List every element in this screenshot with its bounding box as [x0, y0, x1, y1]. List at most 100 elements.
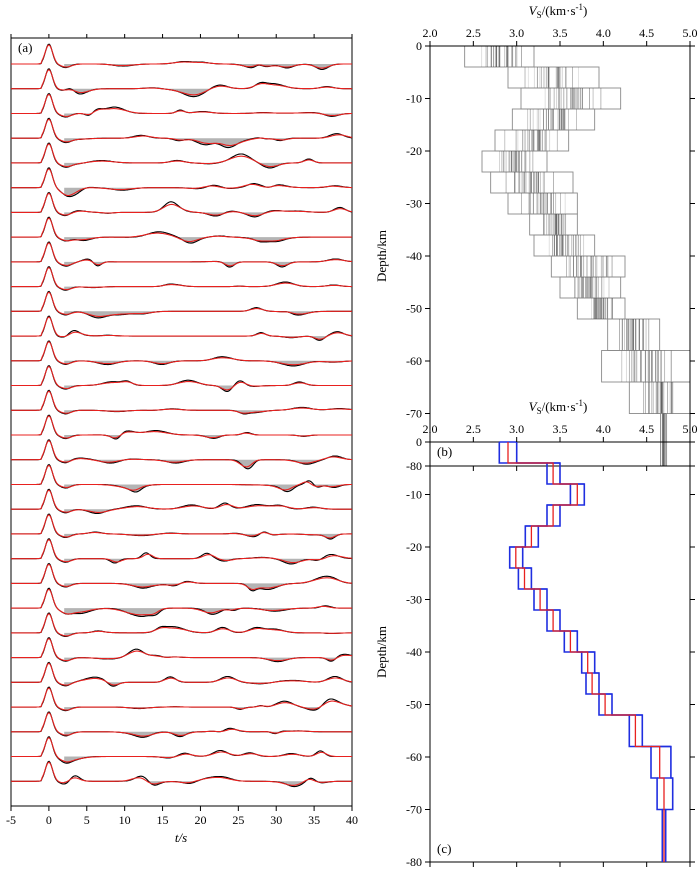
trace-3 [11, 92, 352, 118]
panel-c-ylabel: Depth/km [374, 626, 389, 678]
trace-24 [11, 612, 352, 638]
ytick-label: -30 [406, 197, 422, 211]
ytick-label: -60 [406, 750, 422, 764]
synthetic-trace [11, 638, 353, 662]
panel-a-xtick-label: 30 [270, 813, 282, 827]
xtick-label: 3.0 [509, 26, 524, 40]
ytick-label: -50 [406, 698, 422, 712]
synthetic-trace [11, 341, 353, 366]
observed-trace [11, 266, 352, 291]
synthetic-trace [11, 761, 352, 786]
ytick-label: -10 [406, 92, 422, 106]
ensemble-layer-15 [601, 350, 691, 383]
ensemble-layer-bounds [507, 66, 600, 89]
synthetic-trace [11, 118, 353, 147]
synthetic-trace [11, 415, 352, 439]
xtick-label: 3.5 [553, 26, 568, 40]
trace-22 [11, 562, 353, 592]
ytick-label: -70 [406, 803, 422, 817]
ensemble-layer-12 [559, 276, 622, 299]
ensemble-layer-16 [628, 381, 691, 414]
trace-14 [11, 364, 352, 393]
ensemble-layer-17 [660, 413, 668, 467]
panel-b-xlabel-rest: /(km·s [542, 3, 576, 18]
trace-negative-fill [64, 682, 274, 687]
trace-8 [11, 216, 352, 244]
xtick-label: 5.0 [683, 26, 698, 40]
panel-a-xtick-label: -5 [6, 813, 16, 827]
xtick-label: 5.0 [683, 422, 698, 436]
panel-b-ylabel: Depth/km [374, 230, 389, 282]
trace-4 [11, 117, 353, 149]
xtick-label: 2.0 [423, 422, 438, 436]
ensemble-layer-11 [550, 255, 626, 278]
xtick-label: 4.0 [596, 422, 611, 436]
synthetic-trace [11, 291, 352, 317]
ytick-label: 0 [416, 435, 422, 449]
trace-26 [11, 661, 353, 687]
trace-23 [11, 587, 352, 618]
synthetic-trace [11, 514, 352, 539]
synthetic-trace [11, 143, 352, 168]
synthetic-trace [11, 563, 353, 591]
xtick-label: 3.0 [509, 422, 524, 436]
synthetic-trace [11, 242, 353, 267]
synthetic-trace [11, 737, 352, 763]
ensemble-layer-3 [520, 87, 622, 110]
ensemble-layer-4 [511, 108, 596, 131]
ytick-label: -40 [406, 645, 422, 659]
panel-a-xtick-label: 0 [46, 813, 52, 827]
trace-6 [11, 167, 353, 198]
trace-negative-fill [64, 113, 352, 118]
trace-10 [11, 266, 352, 291]
panel-b-xlabel-end: ) [583, 3, 587, 18]
panel-c-models [498, 441, 674, 862]
ensemble-layer-bounds [628, 381, 691, 414]
observed-trace [11, 488, 352, 515]
panel-b-xlabel-v: V [529, 3, 539, 18]
observed-trace [11, 191, 353, 218]
upper-bound-model [515, 442, 674, 862]
panel-a-xtick-label: 25 [232, 813, 244, 827]
ensemble-layer-1 [464, 45, 535, 68]
panel-b-axes: 2.0 2.5 3.0 3.5 4.0 4.5 5.00-10-20-30-40-50-60… [406, 26, 698, 473]
panel-b-label: (b) [437, 444, 452, 459]
trace-15 [11, 389, 353, 415]
xtick-label: 4.0 [596, 26, 611, 40]
observed-trace [11, 142, 352, 169]
synthetic-trace [11, 712, 352, 737]
panel-c-xlabel: VS/(km·s-1) [529, 398, 588, 416]
trace-18 [11, 463, 352, 493]
ensemble-layer-10 [533, 234, 596, 257]
trace-negative-fill [64, 608, 310, 617]
xtick-label: 2.5 [466, 422, 481, 436]
observed-trace [11, 736, 352, 764]
trace-1 [11, 43, 352, 71]
panel-a: -5 0 5 10 15 20 25 30 35 40 (a) t/s [6, 34, 358, 845]
synthetic-trace [11, 687, 353, 711]
panel-b-xlabel-sub: S [537, 10, 542, 20]
ensemble-layer-2 [507, 66, 600, 89]
synthetic-trace [11, 168, 352, 197]
observed-trace [11, 439, 353, 470]
trace-negative-fill [64, 731, 281, 738]
trace-negative-fill [64, 212, 267, 217]
trace-28 [11, 711, 352, 738]
ytick-label: -80 [406, 855, 422, 869]
synthetic-trace [11, 613, 352, 637]
ytick-label: -80 [406, 459, 422, 473]
xtick-label: 4.5 [639, 26, 654, 40]
trace-29 [11, 736, 352, 764]
synthetic-trace [11, 192, 353, 217]
trace-negative-fill [64, 360, 352, 366]
panel-c-xlabel-v: V [529, 399, 539, 414]
trace-13 [11, 340, 353, 367]
ytick-label: -20 [406, 144, 422, 158]
ytick-label: -10 [406, 488, 422, 502]
panel-a-xtick-label: 20 [194, 813, 206, 827]
trace-21 [11, 538, 353, 565]
panel-a-label: (a) [18, 40, 32, 55]
observed-trace [11, 167, 353, 198]
